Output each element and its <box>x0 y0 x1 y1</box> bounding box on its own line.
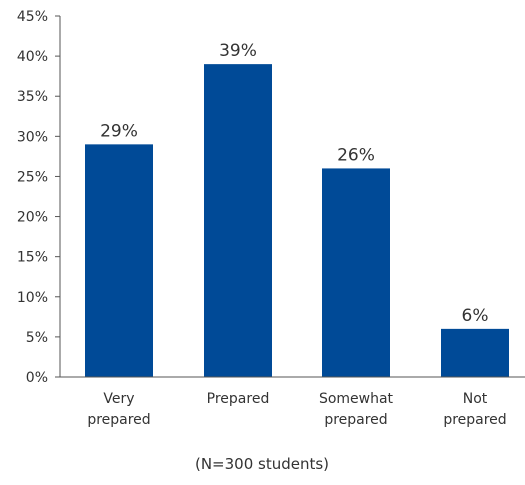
bar-data-label: 39% <box>219 41 257 61</box>
y-tick-label: 40% <box>17 49 48 65</box>
y-tick-label: 5% <box>26 330 48 346</box>
y-axis-ticks: 0% 5% 10% 15% 20% 25% 30% 35% 40% 45% <box>17 9 60 386</box>
x-category-label: Not prepared <box>443 391 506 428</box>
x-category-label-line: Not <box>463 391 488 407</box>
x-category-label-line: prepared <box>324 412 387 428</box>
data-labels-group: 29% 39% 26% 6% <box>100 41 488 326</box>
category-labels-group: Very prepared Prepared Somewhat prepared Not p… <box>87 391 506 428</box>
x-category-label-line: prepared <box>443 412 506 428</box>
x-category-label: Prepared <box>207 391 270 407</box>
x-category-label-line: prepared <box>87 412 150 428</box>
y-tick-label: 35% <box>17 89 48 105</box>
x-category-label: Very prepared <box>87 391 150 428</box>
x-category-label-line: Prepared <box>207 391 270 407</box>
sample-size-note: (N=300 students) <box>195 455 329 473</box>
y-tick-label: 45% <box>17 9 48 25</box>
x-category-label: Somewhat prepared <box>319 391 394 428</box>
y-tick-label: 0% <box>26 370 48 386</box>
bar <box>85 144 153 377</box>
y-tick-label: 30% <box>17 129 48 145</box>
bar-data-label: 6% <box>462 306 489 326</box>
y-tick-label: 10% <box>17 290 48 306</box>
bar-data-label: 29% <box>100 121 138 141</box>
bar-data-label: 26% <box>337 145 375 165</box>
bar <box>441 328 509 377</box>
y-tick-label: 20% <box>17 210 48 226</box>
bars-group <box>85 64 509 377</box>
y-tick-label: 15% <box>17 250 48 266</box>
y-tick-label: 25% <box>17 169 48 185</box>
bar <box>322 168 390 377</box>
x-category-label-line: Somewhat <box>319 391 394 407</box>
x-category-label-line: Very <box>103 391 134 407</box>
bar <box>204 64 272 377</box>
